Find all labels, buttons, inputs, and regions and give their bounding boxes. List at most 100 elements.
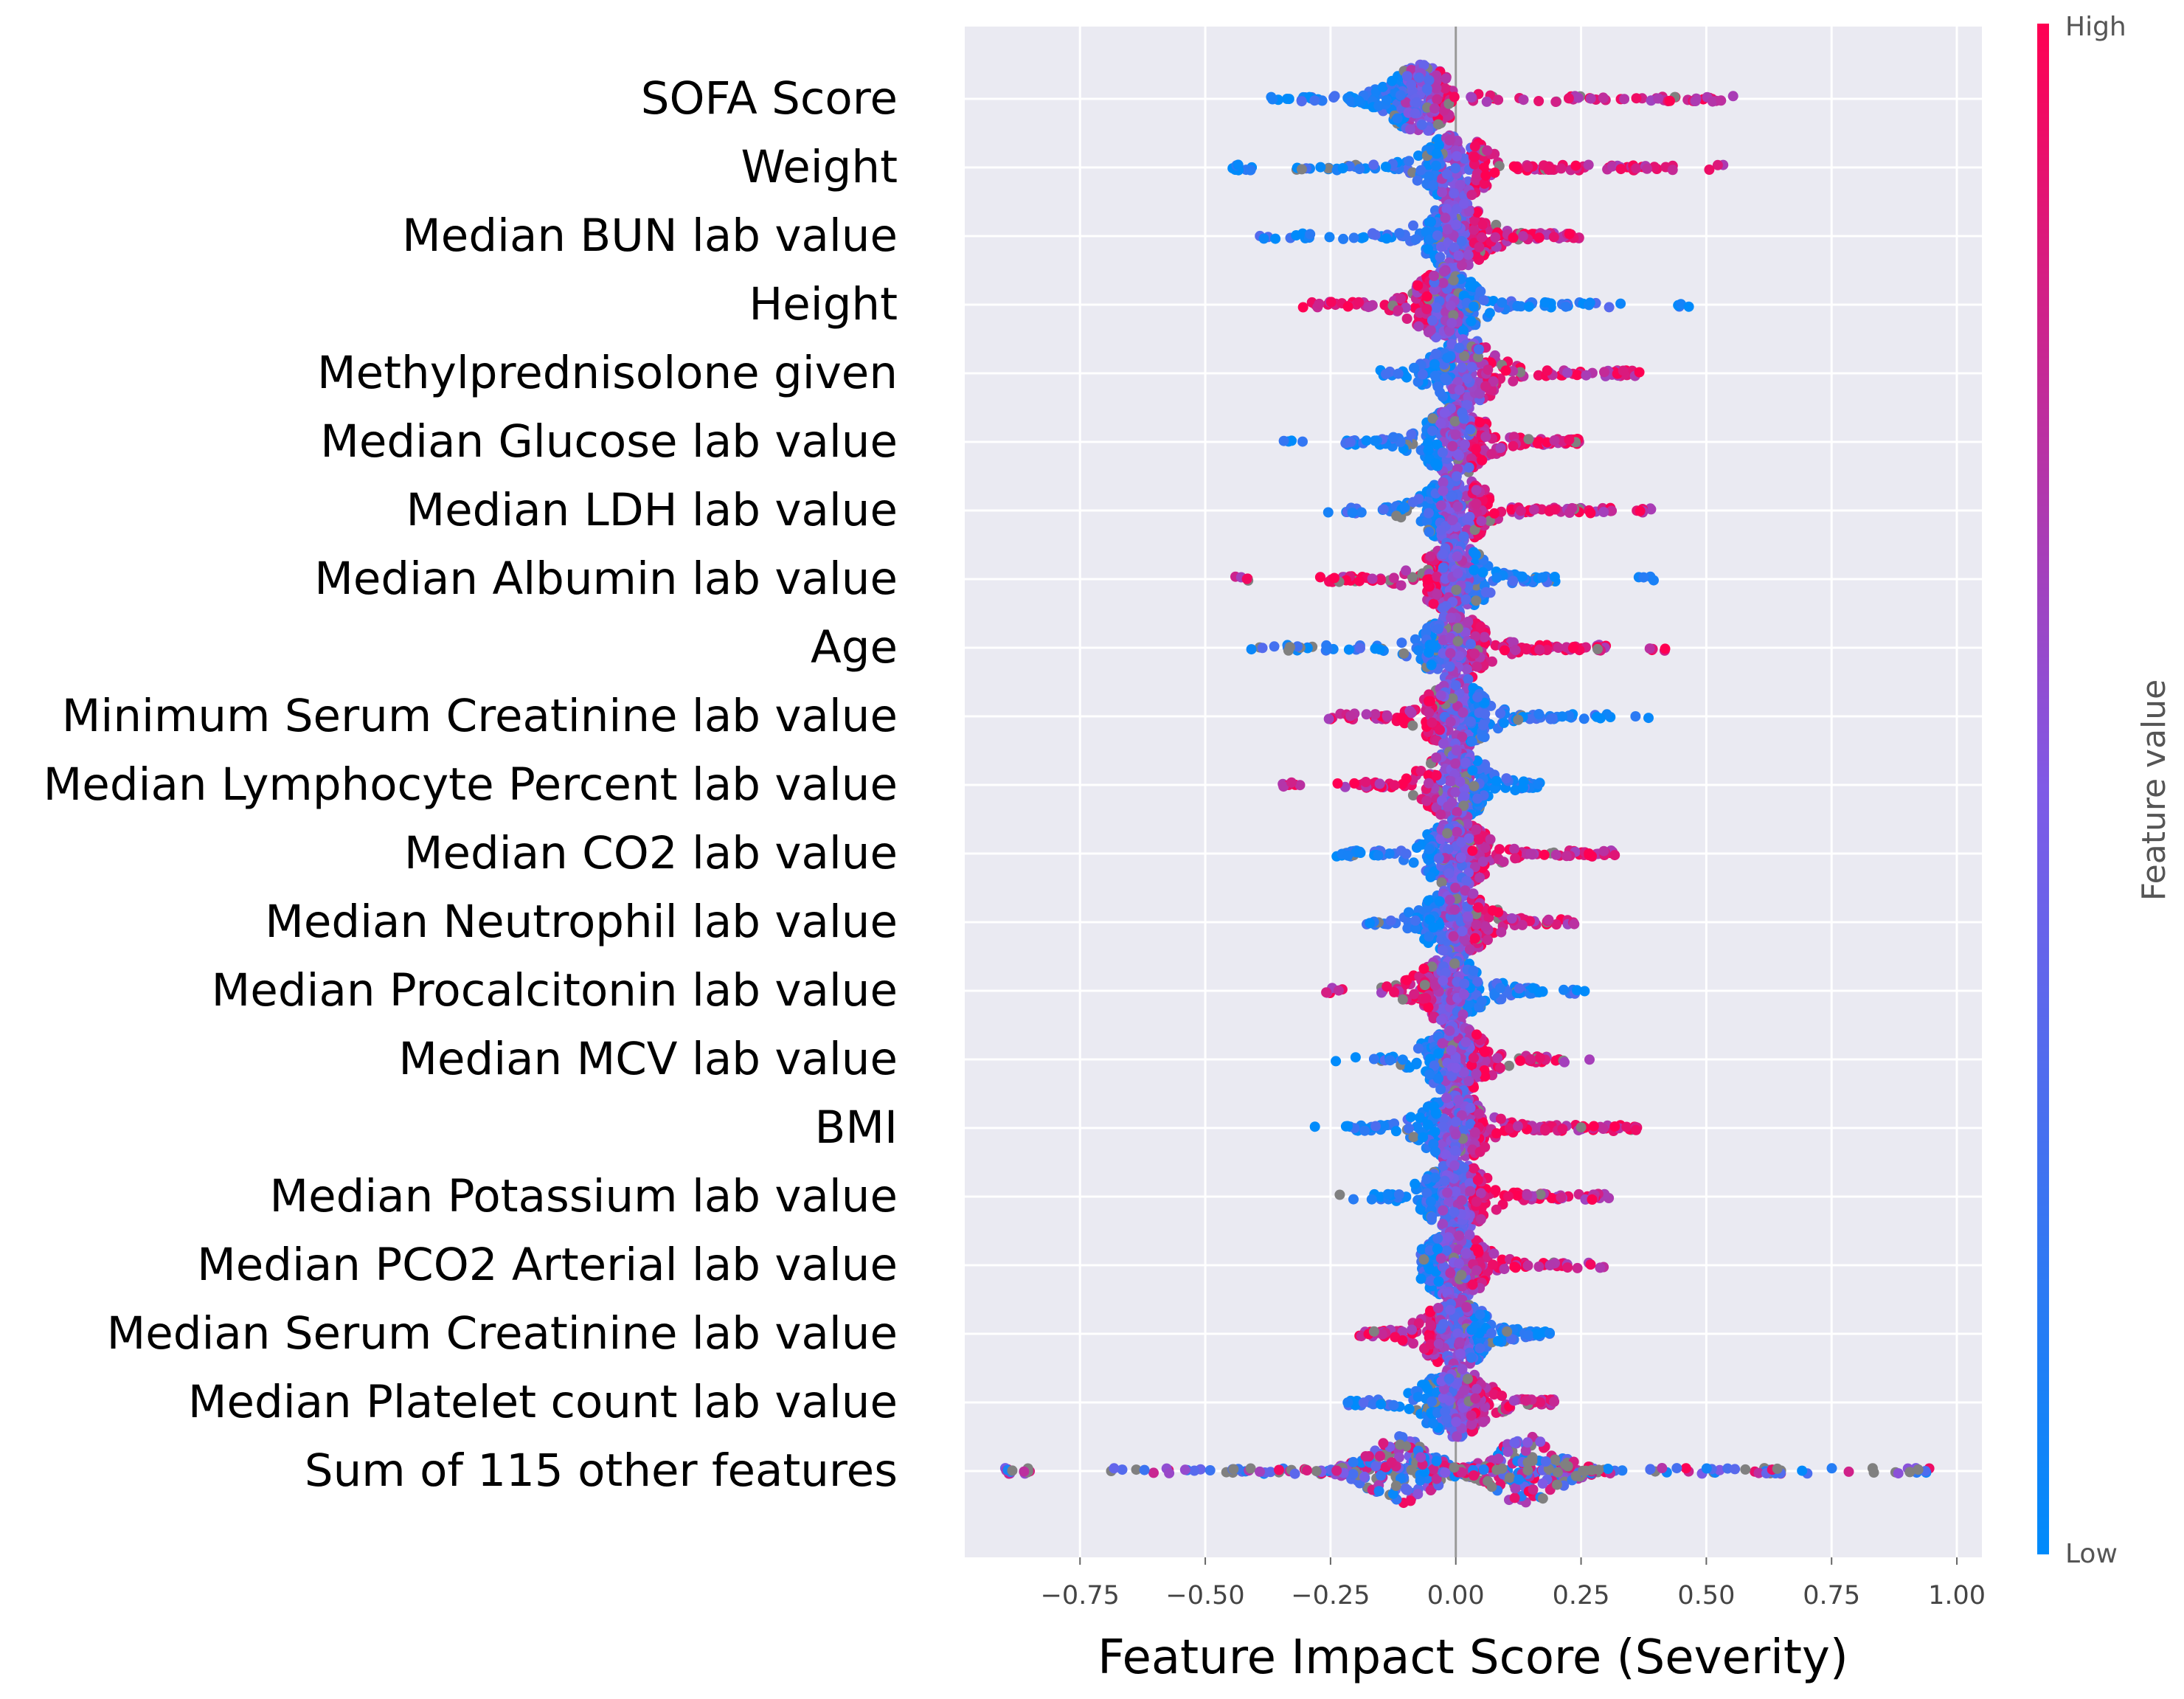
data-point — [1450, 1129, 1461, 1140]
data-point — [1550, 1055, 1561, 1066]
data-point — [1446, 300, 1456, 311]
data-point — [1432, 623, 1443, 634]
data-point — [1462, 373, 1473, 384]
data-point — [1329, 91, 1340, 102]
data-point — [1401, 372, 1412, 383]
data-point — [1599, 367, 1609, 378]
data-point — [1477, 454, 1488, 466]
data-point — [1569, 918, 1580, 930]
data-point — [1305, 229, 1316, 240]
data-point — [1384, 848, 1395, 859]
data-point — [1463, 462, 1474, 473]
data-point — [1282, 94, 1292, 104]
data-point — [1409, 362, 1419, 373]
data-point — [1557, 711, 1567, 722]
data-point — [1712, 159, 1723, 170]
data-point — [1469, 525, 1480, 536]
data-point — [1480, 842, 1491, 854]
data-point — [1476, 996, 1487, 1007]
data-point — [1559, 1056, 1570, 1068]
data-point — [1534, 1053, 1545, 1063]
data-point — [1401, 314, 1412, 324]
data-point — [1435, 387, 1446, 398]
data-point — [1524, 301, 1534, 312]
data-point — [1504, 1060, 1514, 1071]
data-point — [1424, 844, 1435, 855]
feature-swarm — [1331, 1019, 1595, 1097]
data-point — [1459, 153, 1470, 164]
data-point — [1579, 986, 1590, 997]
data-point — [1452, 551, 1463, 562]
data-point — [1452, 449, 1463, 460]
data-point — [1491, 775, 1502, 786]
data-point — [1425, 325, 1436, 336]
data-point — [1642, 163, 1652, 174]
data-point — [1449, 1145, 1460, 1156]
data-point — [1452, 636, 1463, 647]
data-point — [1432, 119, 1443, 130]
data-point — [1334, 1189, 1345, 1200]
data-point — [1466, 91, 1477, 103]
data-point — [1436, 1014, 1446, 1025]
data-point — [1431, 302, 1442, 313]
data-point — [1407, 496, 1418, 508]
data-point — [1393, 368, 1404, 379]
data-point — [1314, 298, 1325, 309]
data-point — [1345, 437, 1356, 448]
data-point — [1349, 778, 1360, 789]
data-point — [1444, 894, 1455, 905]
data-point — [1598, 92, 1609, 103]
data-point — [1490, 232, 1501, 243]
data-point — [1464, 944, 1475, 955]
data-point — [1430, 348, 1441, 359]
data-point — [1492, 1053, 1503, 1064]
data-point — [1534, 644, 1545, 655]
data-point — [1551, 919, 1562, 930]
data-point — [1447, 440, 1458, 451]
data-point — [1415, 165, 1426, 176]
data-point — [1450, 429, 1461, 440]
data-point — [1245, 165, 1256, 176]
data-point — [1410, 234, 1421, 245]
data-point — [1591, 711, 1602, 722]
data-point — [1433, 139, 1444, 150]
data-point — [1454, 342, 1465, 353]
data-point — [1342, 850, 1353, 861]
data-point — [1465, 424, 1476, 435]
data-point — [1450, 758, 1461, 769]
data-point — [1489, 167, 1500, 179]
data-point — [1456, 235, 1467, 246]
data-point — [1540, 1125, 1550, 1136]
data-point — [1315, 162, 1326, 173]
feature-swarm — [1230, 541, 1659, 618]
data-point — [1343, 644, 1354, 655]
data-point — [1363, 302, 1374, 313]
data-point — [1446, 317, 1457, 328]
data-point — [1463, 998, 1474, 1009]
data-point — [1397, 994, 1408, 1005]
data-point — [1429, 370, 1441, 381]
data-point — [1436, 1004, 1447, 1014]
data-point — [1426, 717, 1438, 728]
data-point — [1270, 233, 1281, 244]
data-point — [1334, 985, 1344, 996]
data-point — [1440, 967, 1451, 978]
data-point — [1407, 572, 1418, 583]
data-point — [1435, 500, 1446, 511]
data-point — [1431, 160, 1441, 171]
data-point — [1291, 230, 1302, 241]
data-point — [1446, 515, 1457, 525]
data-point — [1370, 435, 1380, 446]
data-point — [1296, 164, 1307, 175]
data-point — [1424, 1069, 1435, 1080]
data-point — [1418, 963, 1429, 975]
data-point — [1533, 232, 1545, 243]
data-point — [1585, 508, 1596, 519]
data-point — [1323, 713, 1334, 724]
data-point — [1365, 918, 1376, 929]
data-point — [1480, 432, 1491, 442]
data-point — [1542, 645, 1553, 656]
data-point — [1408, 1132, 1419, 1143]
data-point — [1528, 504, 1539, 515]
feature-swarm — [1246, 607, 1671, 686]
